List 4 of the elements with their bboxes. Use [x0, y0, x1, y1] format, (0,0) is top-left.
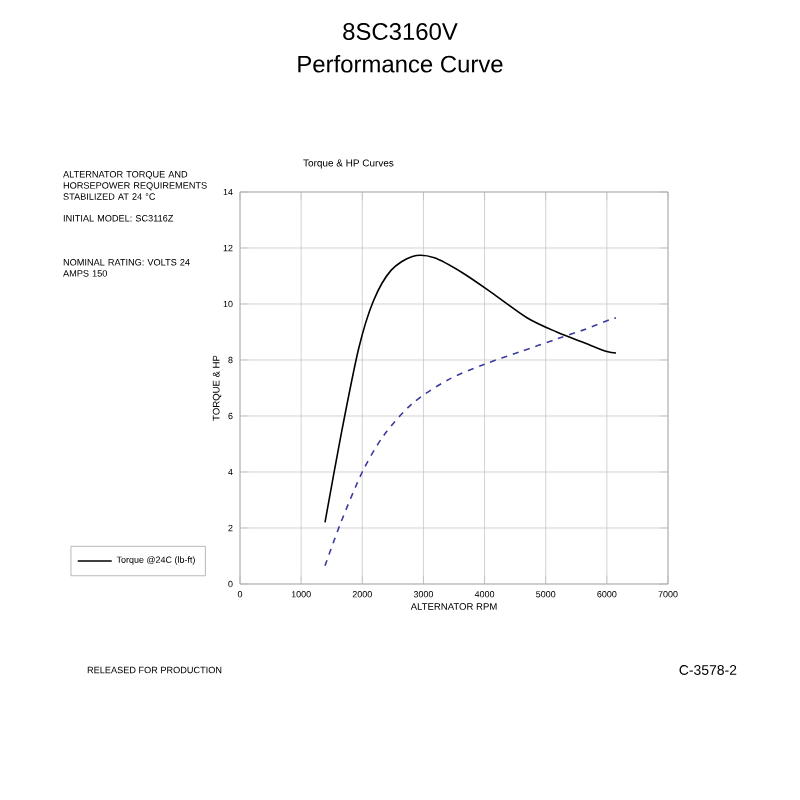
line-series — [324, 317, 617, 567]
line-series — [324, 254, 617, 524]
chart-subtitle: Performance Curve — [298, 55, 503, 73]
chart-title: 8SC3160V — [343, 23, 458, 40]
